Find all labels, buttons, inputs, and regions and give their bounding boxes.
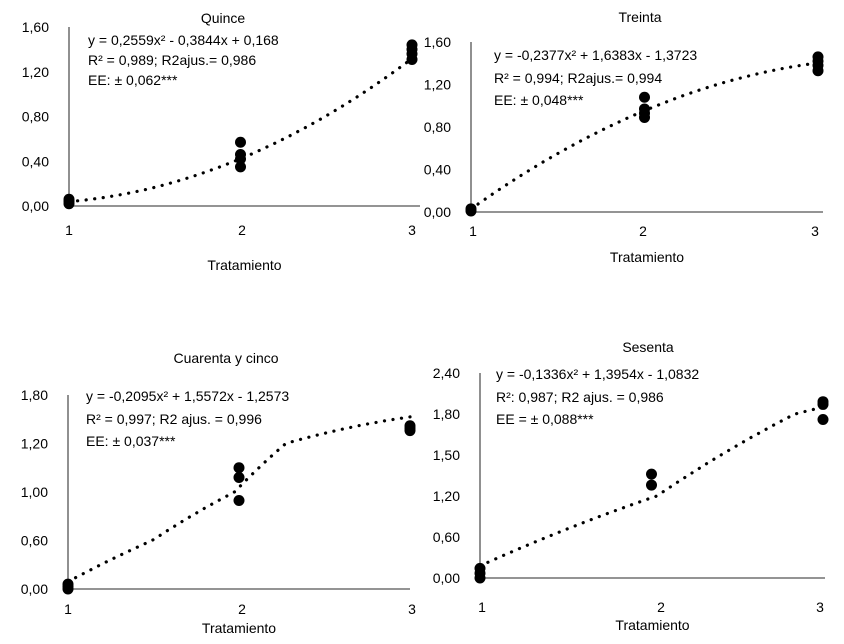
data-point xyxy=(233,462,245,474)
data-point xyxy=(235,136,246,148)
x-tick-label: 2 xyxy=(639,223,647,239)
equation-annotation: y = -0,2377x² + 1,6383x - 1,3723 xyxy=(494,47,697,63)
equation-annotation: y = 0,2559x² - 0,3844x + 0,168 xyxy=(88,32,279,48)
equation-annotation: y = -0,1336x² + 1,3954x - 1,0832 xyxy=(496,366,699,382)
y-tick-label: 1,20 xyxy=(433,488,460,504)
x-tick-label: 2 xyxy=(238,222,246,238)
equation-annotation: EE: ± 0,048*** xyxy=(494,92,584,108)
chart-panel-4: 0,00 0,60 1,20 1,50 1,80 2,40 1 2 3 Sesenta Tratam… xyxy=(433,339,829,633)
x-tick-label: 1 xyxy=(64,601,72,617)
y-tick-label: 0,00 xyxy=(22,198,49,214)
equation-annotation: EE = ± 0,088*** xyxy=(496,411,594,427)
equation-annotation: R² = 0,997; R2 ajus. = 0,996 xyxy=(86,411,262,427)
y-tick-label: 1,80 xyxy=(21,387,48,403)
y-tick-label: 1,50 xyxy=(433,447,460,463)
x-tick-label: 1 xyxy=(469,223,477,239)
equation-annotation: EE: ± 0,037*** xyxy=(86,433,176,449)
chart-title: Treinta xyxy=(618,9,661,25)
y-tick-label: 0,40 xyxy=(22,153,49,169)
y-tick-label: 1,00 xyxy=(21,484,48,500)
data-point xyxy=(63,193,75,205)
data-point xyxy=(812,65,824,77)
data-point xyxy=(406,53,418,65)
equation-annotation: R²: 0,987; R2 ajus. = 0,986 xyxy=(496,389,664,405)
trend-line xyxy=(469,61,820,211)
data-point xyxy=(465,203,477,215)
equation-annotation: R² = 0,994; R2ajus.= 0,994 xyxy=(494,70,662,86)
y-tick-label: 0,00 xyxy=(433,570,460,586)
y-tick-label: 1,60 xyxy=(424,34,451,50)
chart-title: Quince xyxy=(201,10,246,26)
equation-annotation: R² = 0,989; R2ajus.= 0,986 xyxy=(88,52,256,68)
x-axis-label: Tratamiento xyxy=(202,620,276,636)
data-point xyxy=(646,468,657,480)
chart-panel-1: 0,00 0,40 0,80 1,20 1,60 1 2 3 Quince Tratamiento… xyxy=(22,10,420,273)
x-tick-label: 3 xyxy=(811,223,819,239)
y-tick-label: 1,80 xyxy=(433,406,460,422)
x-axis-label: Tratamiento xyxy=(207,257,281,273)
y-tick-label: 0,00 xyxy=(424,204,451,220)
x-tick-label: 2 xyxy=(238,601,246,617)
equation-annotation: y = -0,2095x² + 1,5572x - 1,2573 xyxy=(86,388,289,404)
y-tick-label: 1,60 xyxy=(22,19,49,35)
data-point xyxy=(817,398,829,410)
x-tick-label: 3 xyxy=(408,222,416,238)
data-point xyxy=(233,494,245,506)
y-tick-label: 0,00 xyxy=(21,581,48,597)
chart-title: Cuarenta y cinco xyxy=(173,350,278,366)
chart-title: Sesenta xyxy=(622,339,674,355)
x-axis-label: Tratamiento xyxy=(615,617,689,633)
data-point xyxy=(817,413,829,425)
data-point xyxy=(474,562,486,574)
data-point xyxy=(639,111,650,123)
data-point xyxy=(235,153,246,165)
y-tick-label: 0,80 xyxy=(424,119,451,135)
trend-line xyxy=(478,405,825,568)
x-axis-label: Tratamiento xyxy=(610,249,684,265)
x-tick-label: 3 xyxy=(816,599,824,615)
equation-annotation: EE: ± 0,062*** xyxy=(88,72,178,88)
y-tick-label: 1,20 xyxy=(424,77,451,93)
y-tick-label: 0,60 xyxy=(433,529,460,545)
x-tick-label: 3 xyxy=(408,601,416,617)
y-tick-label: 0,80 xyxy=(22,109,49,125)
data-point xyxy=(62,578,74,590)
data-point xyxy=(235,161,246,173)
y-tick-label: 1,20 xyxy=(21,436,48,452)
y-tick-label: 0,40 xyxy=(424,162,451,178)
y-tick-label: 0,60 xyxy=(21,533,48,549)
y-tick-label: 2,40 xyxy=(433,365,460,381)
x-tick-label: 1 xyxy=(478,599,486,615)
data-point xyxy=(639,91,650,103)
data-point xyxy=(404,425,416,437)
data-point xyxy=(646,479,657,491)
chart-panel-3: 0,00 0,60 1,00 1,20 1,80 1 2 3 Cuarenta y cinco T… xyxy=(21,350,416,636)
x-tick-label: 2 xyxy=(657,599,665,615)
data-point xyxy=(233,471,245,483)
chart-panel-2: 0,00 0,40 0,80 1,20 1,60 1 2 3 Treinta Tratamient… xyxy=(424,9,824,265)
x-tick-label: 1 xyxy=(65,222,73,238)
y-tick-label: 1,20 xyxy=(22,64,49,80)
